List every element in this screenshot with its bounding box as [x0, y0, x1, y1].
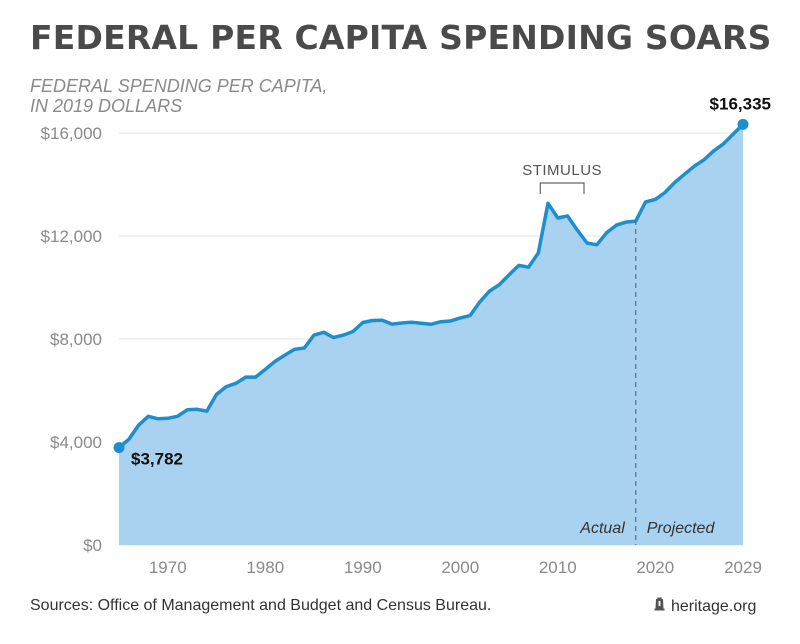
projected-label: Projected	[647, 520, 716, 537]
x-tick-label: 2000	[441, 558, 479, 577]
brand[interactable]: heritage.org	[654, 597, 756, 616]
source-note: Sources: Office of Management and Budget…	[30, 597, 492, 614]
end-point-marker	[737, 118, 749, 130]
y-tick-label: $4,000	[50, 433, 102, 452]
stimulus-label: STIMULUS	[522, 162, 602, 179]
spending-line	[117, 123, 745, 449]
x-tick-label: 1990	[344, 558, 382, 577]
x-axis-ticks: 1970 1980 1990 2000 2010 2020 2029	[149, 558, 762, 577]
end-value-label: $16,335	[710, 94, 771, 113]
x-tick-label: 2010	[539, 558, 577, 577]
annotations: Actual Projected $3,782 $16,335 STIMULUS	[113, 94, 771, 545]
y-tick-label: $16,000	[41, 124, 102, 143]
stimulus-bracket	[539, 182, 585, 194]
brand-text: heritage.org	[671, 597, 757, 615]
x-tick-label: 1970	[149, 558, 187, 577]
actual-label: Actual	[579, 520, 625, 537]
y-tick-label: $12,000	[41, 227, 102, 246]
y-axis-ticks: $0 $4,000 $8,000 $12,000 $16,000	[41, 124, 102, 555]
x-tick-label: 1980	[246, 558, 284, 577]
bell-icon	[654, 597, 665, 616]
x-tick-label: 2020	[636, 558, 674, 577]
x-tick-label: 2029	[724, 558, 762, 577]
start-value-label: $3,782	[131, 450, 183, 469]
y-tick-label: $8,000	[50, 330, 102, 349]
subtitle-line-2: IN 2019 DOLLARS	[30, 96, 183, 116]
chart-subtitle: FEDERAL SPENDING PER CAPITA, IN 2019 DOL…	[30, 76, 327, 116]
start-point-marker	[113, 442, 125, 454]
chart-title: FEDERAL PER CAPITA SPENDING SOARS	[30, 18, 772, 57]
subtitle-line-1: FEDERAL SPENDING PER CAPITA,	[30, 76, 328, 96]
spending-area	[119, 124, 743, 546]
y-tick-label: $0	[83, 536, 102, 555]
